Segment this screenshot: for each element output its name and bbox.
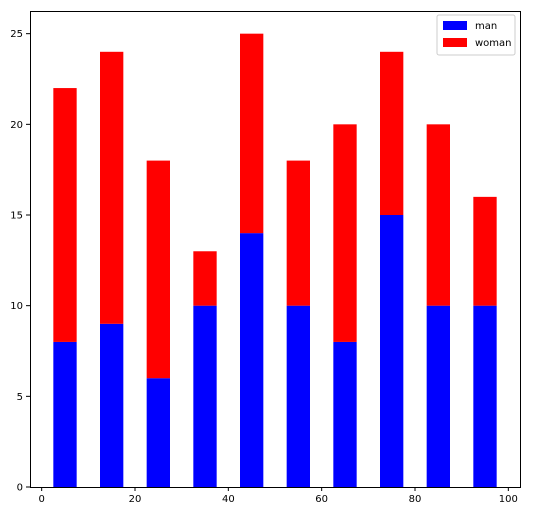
bar-woman-1 xyxy=(100,51,124,324)
y-tick-label-20: 20 xyxy=(10,120,23,131)
legend-swatch-man xyxy=(443,21,467,30)
bar-man-6 xyxy=(333,341,357,487)
x-tick-label-0: 0 xyxy=(38,494,44,505)
bar-man-9 xyxy=(473,305,497,487)
x-tick-label-20: 20 xyxy=(129,494,142,505)
bar-woman-3 xyxy=(193,251,217,306)
y-tick-label-15: 15 xyxy=(10,211,23,222)
legend-label-woman: woman xyxy=(475,38,512,49)
bar-man-5 xyxy=(286,305,310,487)
bar-man-7 xyxy=(380,215,404,487)
bar-man-0 xyxy=(53,341,77,487)
bar-woman-7 xyxy=(380,51,404,215)
bars-group xyxy=(53,33,497,487)
bar-man-1 xyxy=(100,323,124,487)
bar-woman-0 xyxy=(53,88,77,342)
bar-man-3 xyxy=(193,305,217,487)
y-tick-label-25: 25 xyxy=(10,29,23,40)
bar-man-8 xyxy=(426,305,450,487)
y-axis: 0 5 10 15 20 25 xyxy=(10,29,30,494)
x-tick-label-100: 100 xyxy=(499,494,518,505)
bar-woman-5 xyxy=(286,160,310,306)
legend: man woman xyxy=(436,14,516,56)
y-tick-label-10: 10 xyxy=(10,301,23,312)
bar-woman-2 xyxy=(146,160,170,379)
x-tick-label-60: 60 xyxy=(315,494,328,505)
x-tick-label-80: 80 xyxy=(409,494,422,505)
bar-woman-6 xyxy=(333,124,357,342)
x-axis: 0 20 40 60 80 100 xyxy=(38,487,518,505)
x-tick-label-40: 40 xyxy=(222,494,235,505)
legend-label-man: man xyxy=(475,21,497,32)
bar-woman-9 xyxy=(473,196,497,306)
y-tick-label-0: 0 xyxy=(17,483,23,494)
bar-woman-8 xyxy=(426,124,450,306)
bar-woman-4 xyxy=(240,33,264,234)
bar-man-2 xyxy=(146,378,170,487)
y-tick-label-5: 5 xyxy=(17,392,23,403)
plot-frame xyxy=(30,11,521,488)
bar-man-4 xyxy=(240,233,264,487)
legend-swatch-woman xyxy=(443,38,467,47)
